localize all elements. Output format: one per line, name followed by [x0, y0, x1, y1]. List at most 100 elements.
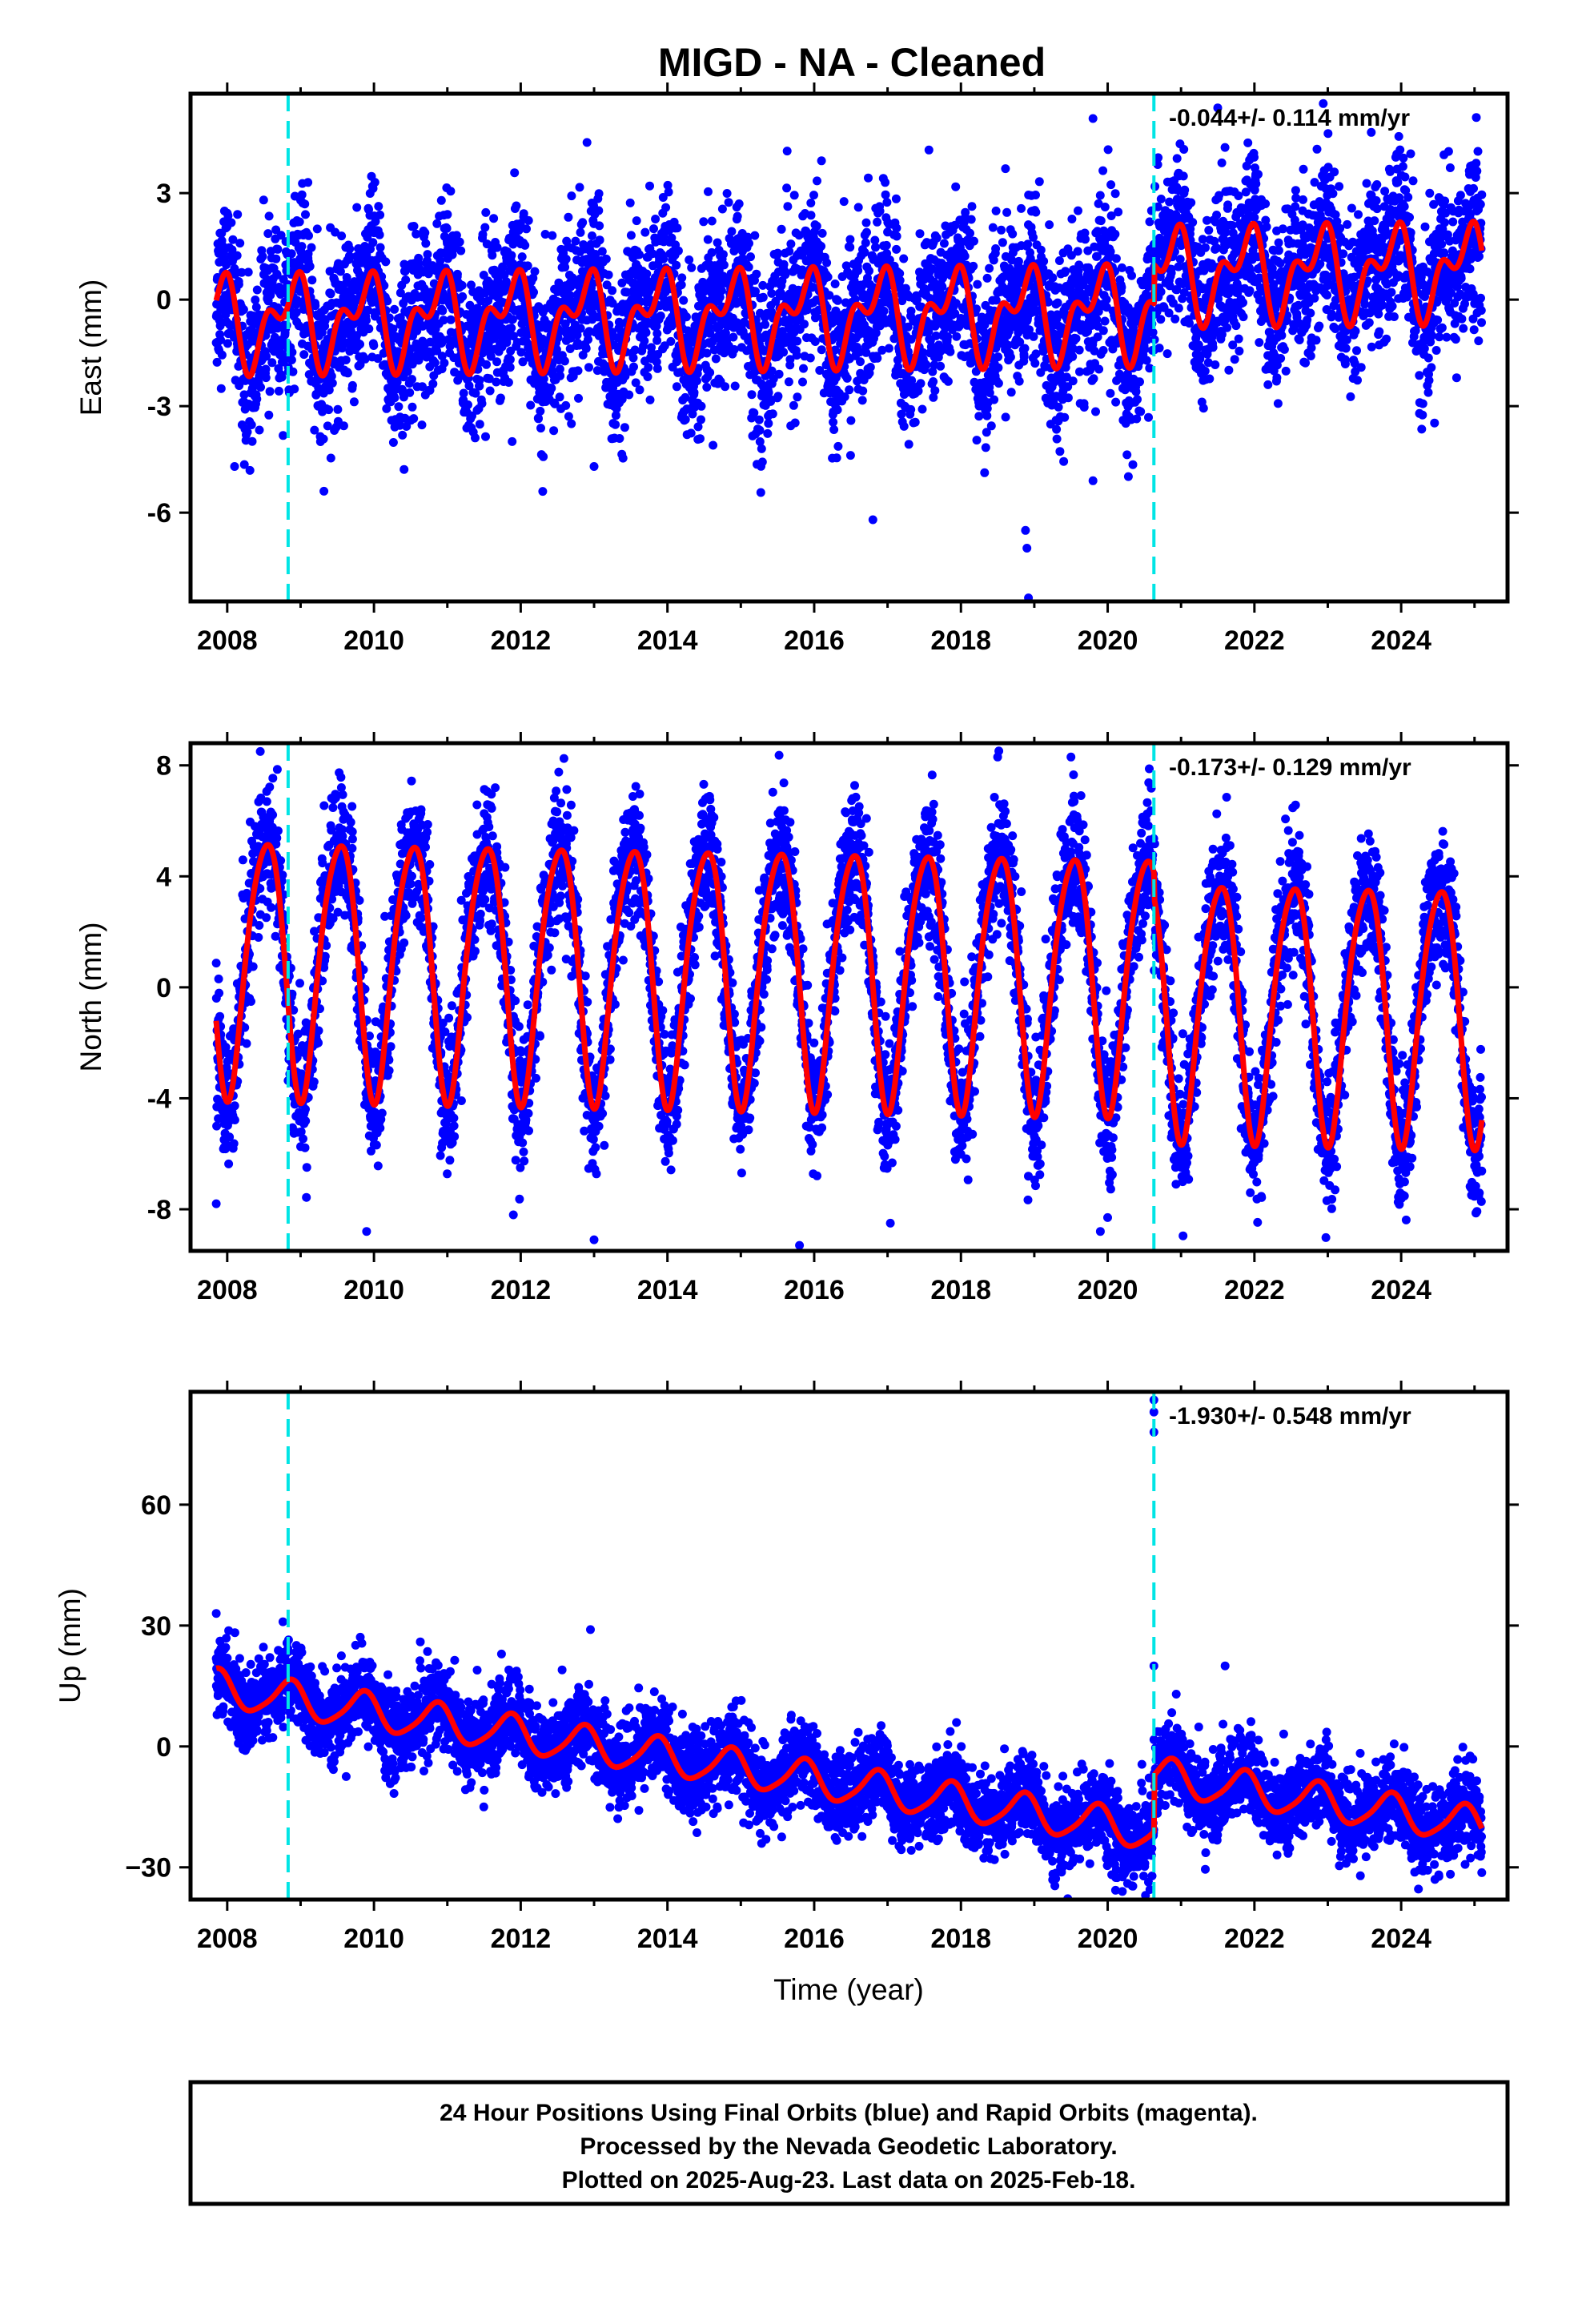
data-point: [645, 181, 654, 191]
data-point: [436, 256, 445, 266]
data-point: [312, 224, 322, 234]
data-point: [681, 415, 690, 424]
data-point: [360, 354, 370, 364]
data-point: [973, 279, 982, 289]
data-point: [243, 267, 253, 277]
data-point: [438, 306, 448, 316]
data-point: [573, 366, 583, 376]
data-point: [251, 296, 260, 304]
data-point: [266, 291, 275, 300]
data-point: [1052, 424, 1062, 434]
data-point: [548, 231, 557, 240]
data-point: [1094, 364, 1104, 374]
data-point: [1106, 388, 1115, 398]
data-point: [687, 263, 697, 272]
data-point: [906, 306, 916, 316]
data-point: [658, 193, 668, 202]
data-point: [810, 337, 820, 346]
data-point: [974, 412, 984, 421]
data-point: [673, 223, 682, 233]
data-point: [970, 236, 978, 246]
data-point: [1055, 447, 1065, 456]
data-point: [817, 228, 827, 238]
data-point: [733, 211, 742, 221]
data-point: [635, 250, 644, 259]
data-point: [806, 211, 816, 220]
data-point: [311, 301, 320, 311]
data-point: [326, 289, 335, 299]
data-point: [245, 465, 255, 475]
data-point: [602, 280, 612, 290]
data-point: [861, 238, 870, 247]
data-point: [582, 138, 592, 147]
data-point: [277, 372, 287, 382]
data-point: [442, 223, 452, 233]
data-point: [530, 267, 540, 276]
data-point: [371, 217, 380, 226]
data-point: [237, 267, 247, 277]
data-point: [540, 230, 550, 239]
data-point: [252, 285, 262, 295]
data-point: [575, 183, 584, 192]
data-point: [929, 377, 938, 386]
data-point: [839, 197, 849, 207]
data-point: [594, 206, 604, 215]
data-point: [1201, 243, 1210, 252]
data-point: [304, 370, 314, 380]
data-point: [997, 225, 1006, 235]
data-point: [617, 395, 627, 404]
data-point: [699, 217, 709, 227]
data-point: [1014, 376, 1024, 386]
data-point: [830, 279, 840, 288]
data-point: [233, 210, 243, 219]
data-point: [508, 332, 518, 341]
data-point: [565, 291, 575, 300]
data-point: [994, 363, 1003, 372]
data-point: [1111, 397, 1121, 407]
data-point: [717, 286, 726, 296]
data-point: [601, 254, 611, 263]
data-point: [994, 352, 1003, 362]
data-point: [717, 204, 727, 214]
data-point: [1200, 366, 1210, 376]
data-point: [324, 385, 334, 395]
data-point: [767, 288, 777, 298]
data-point: [773, 248, 782, 258]
data-point: [352, 203, 362, 212]
data-point: [375, 243, 385, 252]
data-point: [1217, 158, 1227, 167]
data-point: [779, 348, 789, 357]
data-point: [432, 219, 442, 228]
data-point: [1255, 338, 1264, 348]
data-point: [216, 384, 226, 393]
data-point: [363, 232, 372, 242]
data-point: [833, 296, 842, 305]
data-point: [271, 254, 281, 263]
data-point: [782, 147, 792, 156]
data-point: [1071, 334, 1081, 344]
data-point: [782, 183, 792, 193]
data-point: [574, 393, 583, 403]
data-point: [1223, 323, 1232, 332]
data-point: [1006, 352, 1015, 362]
data-point: [425, 337, 435, 347]
data-point: [1001, 164, 1010, 174]
data-point: [477, 399, 487, 408]
data-point: [1060, 412, 1070, 422]
data-point: [418, 382, 427, 392]
data-point: [335, 267, 345, 276]
data-point: [960, 251, 970, 261]
data-point: [817, 242, 826, 251]
data-point: [1212, 211, 1222, 219]
data-point: [258, 251, 267, 261]
data-point: [247, 436, 257, 446]
data-point: [895, 275, 905, 285]
data-point: [516, 348, 526, 357]
data-point: [310, 425, 319, 435]
data-point: [990, 395, 999, 404]
data-point: [857, 396, 867, 405]
data-point: [1017, 203, 1026, 213]
data-point: [946, 347, 955, 356]
data-point: [1117, 283, 1126, 292]
